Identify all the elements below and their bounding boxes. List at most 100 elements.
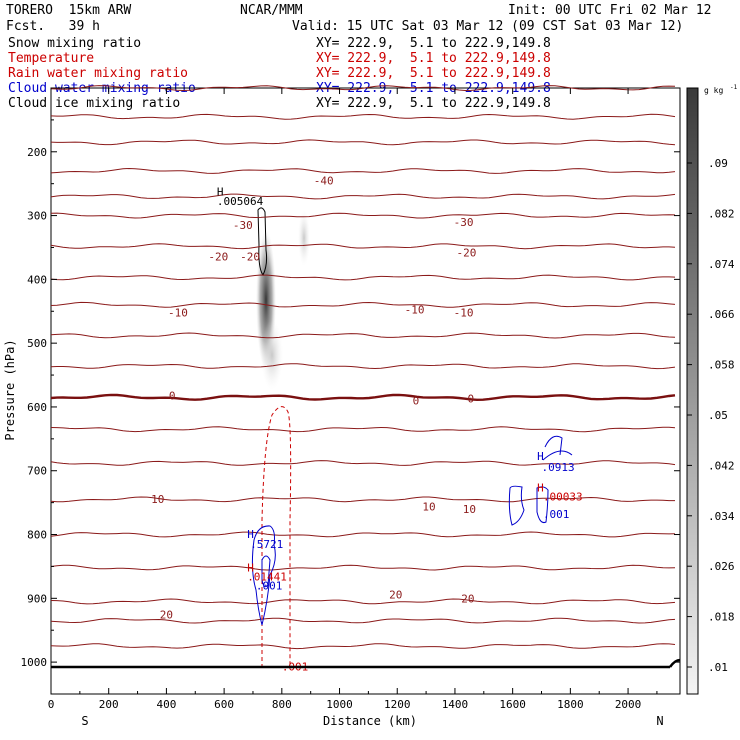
colorbar-tick-label: .074: [708, 258, 735, 271]
y-tick-label: 400: [27, 273, 47, 286]
legend-xy-temperature: XY= 222.9, 5.1 to 222.9,149.8: [316, 51, 551, 66]
center-title: NCAR/MMM: [240, 3, 303, 18]
x-tick-label: 1400: [442, 698, 469, 711]
x-tick-label: 2000: [615, 698, 642, 711]
y-tick-label: 1000: [21, 656, 48, 669]
contour-label: 10: [422, 500, 435, 513]
colorbar-ticks: .01 .018 .026 .034 .042 .05 .058 .066 .074 .082 .0…: [687, 157, 735, 674]
contour-label: 20: [461, 592, 474, 605]
field-annotation: H: [537, 450, 544, 463]
contour-label: 0: [413, 395, 420, 408]
field-annotation: .00033: [543, 490, 583, 503]
contour-label: -10: [454, 307, 474, 320]
field-annotation: H: [217, 185, 224, 198]
forecast-hour: Fcst. 39 h: [6, 19, 100, 34]
legend-xy-rain: XY= 222.9, 5.1 to 222.9,149.8: [316, 66, 551, 81]
x-axis-left-end: S: [81, 714, 88, 728]
legend-name-temperature: Temperature: [8, 51, 95, 66]
contour-label: -30: [233, 219, 253, 232]
temperature-contour: [50, 167, 676, 174]
init-time: Init: 00 UTC Fri 02 Mar 12: [508, 3, 712, 18]
temperature-contour: [50, 496, 675, 503]
legend-xy-cloud-ice: XY= 222.9, 5.1 to 222.9,149.8: [316, 96, 551, 111]
x-tick-label: 0: [48, 698, 55, 711]
colorbar-unit-exponent: -1: [730, 84, 738, 91]
temperature-contour: [50, 85, 676, 92]
colorbar-tick-label: .042: [708, 459, 735, 472]
colorbar-tick-label: .01: [708, 661, 728, 674]
y-tick-label: 900: [27, 592, 47, 605]
colorbar-tick-label: .034: [708, 510, 735, 523]
contour-label: -40: [314, 174, 334, 187]
valid-time: Valid: 15 UTC Sat 03 Mar 12 (09 CST Sat …: [292, 19, 684, 34]
colorbar-unit: g kg: [704, 86, 723, 95]
field-annotation: .005064: [217, 195, 264, 208]
field-annotation: H: [247, 562, 254, 575]
temperature-contour: [50, 564, 676, 571]
contour-label: 10: [463, 503, 476, 516]
temperature-contour: [50, 243, 676, 250]
rain-water-contour: [261, 406, 292, 668]
temperature-contour: [50, 193, 676, 200]
cloud-water-contour-east-4: [542, 450, 573, 461]
y-tick-label: 200: [27, 146, 47, 159]
cloud-ice-contour: [257, 207, 268, 276]
y-axis-label: Pressure (hPa): [3, 339, 17, 440]
cloud-water-contour-east-1: [508, 485, 525, 526]
temperature-contour-labels: -40 -30 -30 -20 -20 -20 -10 -10 -10 0 0 0 10 10 10 20 20…: [151, 174, 476, 621]
legend-name-cloud-ice: Cloud ice mixing ratio: [8, 96, 181, 111]
x-tick-label: 1000: [326, 698, 353, 711]
x-tick-label: 1800: [557, 698, 584, 711]
contour-label: -10: [168, 307, 188, 320]
temperature-contour: [50, 363, 676, 370]
field-annotation: H: [537, 481, 544, 494]
colorbar-tick-label: .082: [708, 207, 735, 220]
colorbar-tick-label: .026: [708, 560, 735, 573]
temperature-contour: [50, 301, 676, 308]
contour-label: 20: [389, 588, 402, 601]
cloud-water-contour-west-inner: [261, 555, 271, 588]
legend-xy-snow: XY= 222.9, 5.1 to 222.9,149.8: [316, 36, 551, 51]
field-annotation: H: [247, 528, 254, 541]
temperature-contour: [50, 113, 676, 120]
y-tick-label: 300: [27, 210, 47, 223]
field-annotation: .0913: [542, 461, 575, 474]
field-annotation: .001: [543, 508, 570, 521]
temperature-contour: [50, 643, 676, 650]
snow-shading-tail: [261, 320, 283, 390]
contour-label: 10: [151, 493, 164, 506]
cloud-water-contour-east-3: [544, 435, 563, 456]
colorbar-tick-label: .066: [708, 308, 735, 321]
x-tick-label: 1600: [499, 698, 526, 711]
temperature-contour: [50, 274, 676, 281]
y-tick-label: 500: [27, 337, 47, 350]
temperature-contours: [50, 85, 676, 650]
x-tick-label: 1200: [384, 698, 411, 711]
x-axis-right-end: N: [656, 714, 663, 728]
x-tick-label: 800: [272, 698, 292, 711]
cloud-water-contour-east-2: [536, 486, 549, 523]
temperature-contour: [50, 332, 676, 339]
x-tick-label: 400: [156, 698, 176, 711]
temperature-contour: [50, 617, 676, 624]
contour-label: 0: [468, 393, 475, 406]
colorbar-tick-label: .05: [708, 409, 728, 422]
colorbar-tick-label: .018: [708, 611, 735, 624]
model-title: TORERO 15km ARW: [6, 3, 132, 18]
contour-label: -30: [454, 216, 474, 229]
temperature-contour: [50, 393, 676, 402]
colorbar-tick-label: .058: [708, 359, 735, 372]
contour-label: -10: [405, 303, 425, 316]
x-tick-label: 600: [214, 698, 234, 711]
temperature-contour: [50, 460, 676, 466]
field-annotation: .5721: [250, 538, 283, 551]
temperature-contour: [50, 598, 676, 605]
cloud-water-contour-west: [251, 525, 276, 626]
snow-shading-secondary: [298, 210, 310, 266]
legend-name-snow: Snow mixing ratio: [8, 36, 142, 51]
legend-name-rain: Rain water mixing ratio: [8, 66, 189, 81]
temperature-contour: [50, 139, 676, 146]
ground-surface-rise: [668, 658, 681, 668]
